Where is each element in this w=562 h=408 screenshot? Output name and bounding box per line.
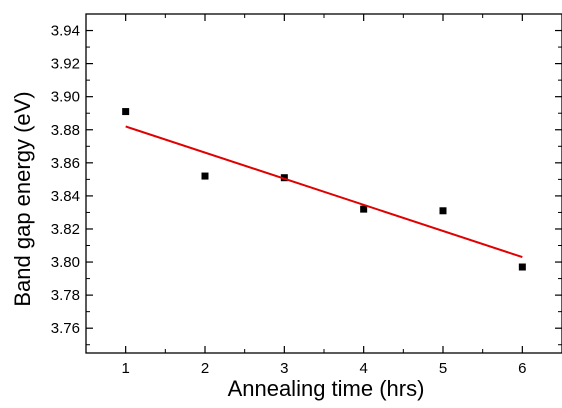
y-tick-label-3.90: 3.90 <box>51 89 80 106</box>
y-tick-label-3.92: 3.92 <box>51 56 80 73</box>
x-tick-label-5: 5 <box>439 360 447 377</box>
data-point-1 <box>122 108 130 116</box>
data-point-2 <box>201 172 209 180</box>
y-tick-label-3.82: 3.82 <box>51 221 80 238</box>
x-tick-label-6: 6 <box>518 360 526 377</box>
data-point-4 <box>360 205 368 213</box>
x-tick-label-1: 1 <box>121 360 129 377</box>
y-tick-label-3.88: 3.88 <box>51 122 80 139</box>
x-tick-label-3: 3 <box>280 360 288 377</box>
y-tick-label-3.94: 3.94 <box>51 23 80 40</box>
y-tick-label-3.86: 3.86 <box>51 155 80 172</box>
plot-area: 1 2 3 4 5 6 3.76 3.78 3.80 3.82 3.84 3.86 3.88 3.90 3.… <box>51 13 562 377</box>
data-point-6 <box>518 263 526 271</box>
y-tick-label-3.84: 3.84 <box>51 188 80 205</box>
y-tick-label-3.80: 3.80 <box>51 254 80 271</box>
data-point-5 <box>439 207 447 215</box>
plot-frame <box>85 13 562 354</box>
y-axis-label: Band gap energy (eV) <box>10 91 35 306</box>
y-tick-label-3.76: 3.76 <box>51 320 80 337</box>
x-tick-label-2: 2 <box>201 360 209 377</box>
fit-line <box>125 125 523 259</box>
x-axis-label: Annealing time (hrs) <box>228 376 425 401</box>
x-tick-label-4: 4 <box>359 360 367 377</box>
y-tick-label-3.78: 3.78 <box>51 287 80 304</box>
